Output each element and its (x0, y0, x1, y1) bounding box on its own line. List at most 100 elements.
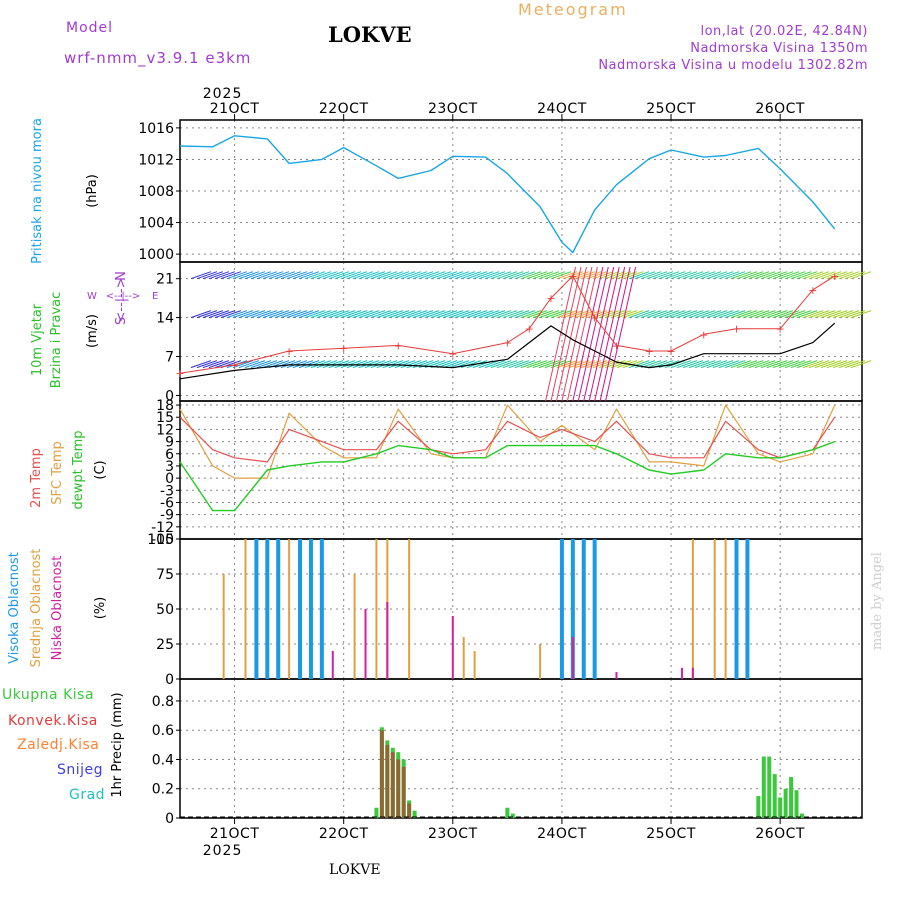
wind-arrow-strong (583, 266, 615, 402)
wind-arrow (742, 271, 764, 280)
pressure-label: Pritisak na nivou mora (30, 118, 45, 264)
y-tick-label: -15 (151, 532, 174, 548)
model-elevation-label: Nadmorska Visina u modelu 1302.82m (598, 58, 868, 73)
wind-arrow (238, 271, 260, 280)
wind-arrow (370, 310, 392, 319)
wind-arrow (208, 271, 230, 280)
model-name: wrf-nmm_v3.9.1 e3km (64, 49, 252, 67)
wind-arrow (718, 310, 740, 319)
wind-arrow (514, 271, 536, 280)
wind-arrow-strong (594, 266, 626, 402)
panel-frame (179, 678, 863, 819)
cloud-bar-mid (408, 539, 411, 679)
wind-arrow (808, 360, 830, 369)
wind-arrow (460, 310, 482, 319)
precip-bar-total (756, 796, 761, 818)
y-tick-label: 18 (156, 398, 174, 414)
cloud-bar-mid (724, 539, 727, 679)
wind-arrow (754, 271, 776, 280)
wind-arrow (760, 271, 782, 280)
wind-arrow (244, 271, 266, 280)
wind-arrow (658, 310, 680, 319)
wind-arrow (688, 310, 710, 319)
wind-arrow (778, 310, 800, 319)
wind-arrow (334, 271, 356, 280)
compass-ns-arrows: <--|--> (114, 278, 129, 323)
wind-arrow (706, 360, 728, 369)
wind-arrow (724, 310, 746, 319)
precip-bar-total (505, 807, 510, 818)
wind-arrow (196, 310, 218, 319)
wind-arrow (652, 271, 674, 280)
precip-legend-item: Zaledj.Kisa (17, 737, 99, 753)
wind-arrow (352, 360, 374, 369)
wind-arrow (538, 271, 560, 280)
gust-marker: + (394, 339, 403, 352)
wind-arrow (790, 360, 812, 369)
y-tick-label: 3 (165, 459, 174, 475)
cloud-bar-high (298, 539, 303, 679)
wind-arrow (670, 271, 692, 280)
wind-arrow (592, 271, 614, 280)
wind-arrow (400, 360, 422, 369)
gust-marker: + (230, 359, 239, 372)
gust-marker: + (808, 284, 817, 297)
wind-arrow (334, 310, 356, 319)
bottom-station-title: LOKVE (329, 862, 381, 878)
wind-arrow (394, 360, 416, 369)
panel-pressure: 1000 1004 1008 1012 1016 (138, 119, 863, 263)
wind-arrow (832, 310, 854, 319)
wind-arrow (202, 360, 224, 369)
wind-arrow (448, 360, 470, 369)
mid-cloud-label: Srednja Oblacnost (29, 549, 44, 668)
wind-arrow (274, 310, 296, 319)
wind-arrow (820, 310, 842, 319)
y-tick-label: 21 (156, 272, 174, 288)
x-tick-label-top: 24OCT (537, 101, 587, 117)
gust-marker: + (830, 270, 839, 283)
cloud-bar-mid (244, 539, 247, 679)
wind-arrow (208, 360, 230, 369)
wind-arrow (466, 271, 488, 280)
cloud-bar-high (745, 539, 750, 679)
wind-arrow (778, 360, 800, 369)
wind-arrow (526, 271, 548, 280)
wind-arrow (580, 310, 602, 319)
cloud-bar-high (319, 539, 324, 679)
x-tick-label-bottom: 24OCT (537, 826, 587, 842)
wind-arrow (418, 271, 440, 280)
precip-bar-total (799, 813, 804, 818)
wind-arrow (214, 310, 236, 319)
wind-arrow (568, 360, 590, 369)
wind-arrow (646, 271, 668, 280)
y-tick-label: 100 (147, 532, 174, 548)
wind-arrow (442, 360, 464, 369)
wind-arrow (262, 360, 284, 369)
wind-arrow (358, 271, 380, 280)
wind-arrow (838, 271, 860, 280)
y-tick-label: 0 (165, 471, 174, 487)
wind-arrow (220, 310, 242, 319)
wind-arrow (814, 360, 836, 369)
sfc-temp-line (179, 404, 836, 479)
x-tick-label-bottom: 23OCT (428, 826, 478, 842)
wind-arrow (832, 360, 854, 369)
wind-arrow (196, 360, 218, 369)
wind-arrow (490, 310, 512, 319)
panel-wind: 0 7 14 21 (156, 261, 863, 404)
wind-unit: (m/s) (85, 314, 100, 348)
wind-arrow (568, 310, 590, 319)
wind-arrow (310, 360, 332, 369)
cloud-bar-high (254, 539, 259, 679)
wind-arrow (766, 310, 788, 319)
wind-arrow (382, 310, 404, 319)
gust-marker: + (645, 345, 654, 358)
wind-arrow (598, 271, 620, 280)
wind-arrow-strong (550, 266, 582, 402)
wind-arrow (358, 310, 380, 319)
wind-arrow (340, 271, 362, 280)
wind-arrow (352, 271, 374, 280)
wind-arrow-strong (545, 266, 577, 402)
wind-arrow (748, 310, 770, 319)
wind-arrow (730, 310, 752, 319)
